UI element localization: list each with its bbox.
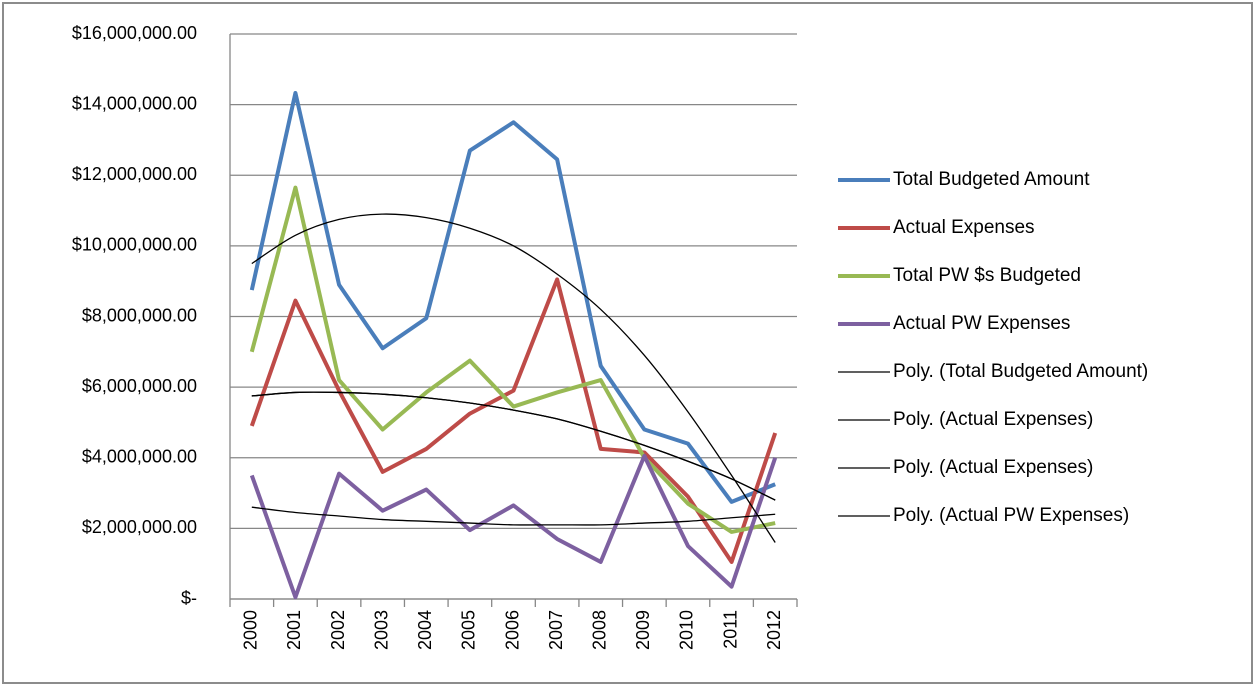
trendline [251, 506, 776, 526]
legend-label: Total PW $s Budgeted [893, 265, 1081, 286]
series-line [249, 277, 778, 564]
y-tick-label: $12,000,000.00 [72, 164, 197, 184]
y-tick-label: $16,000,000.00 [72, 23, 197, 43]
legend-label: Actual Expenses [893, 217, 1035, 238]
x-tick-label: 2002 [328, 610, 348, 650]
x-tick-label: 2004 [415, 610, 435, 650]
legend-label: Poly. (Total Budgeted Amount) [893, 361, 1148, 382]
x-tick-label: 2009 [633, 610, 653, 650]
legend-label: Poly. (Actual PW Expenses) [893, 505, 1129, 526]
trendline [251, 213, 776, 543]
x-tick-label: 2003 [371, 610, 391, 650]
x-tick-label: 2001 [284, 610, 304, 650]
x-tick-label: 2005 [459, 610, 479, 650]
trendline [251, 391, 776, 501]
legend-label: Total Budgeted Amount [893, 169, 1090, 190]
x-tick-label: 2011 [720, 610, 740, 649]
y-tick-label: $4,000,000.00 [82, 447, 197, 467]
series-line [249, 90, 776, 504]
y-tick-label: $- [181, 588, 197, 608]
x-tick-label: 2000 [241, 610, 261, 650]
x-tick-label: 2006 [502, 610, 522, 650]
y-tick-label: $10,000,000.00 [72, 235, 197, 255]
series-line [249, 185, 776, 534]
y-tick-label: $14,000,000.00 [72, 93, 197, 113]
y-tick-label: $6,000,000.00 [82, 376, 197, 396]
x-tick-label: 2012 [764, 610, 784, 650]
legend-label: Poly. (Actual Expenses) [893, 409, 1093, 430]
y-tick-label: $2,000,000.00 [82, 517, 197, 537]
legend-label: Poly. (Actual Expenses) [893, 457, 1093, 478]
legend-label: Actual PW Expenses [893, 313, 1070, 334]
series-line [249, 453, 778, 600]
x-tick-label: 2007 [546, 610, 566, 650]
x-tick-label: 2010 [677, 610, 697, 650]
y-tick-label: $8,000,000.00 [82, 305, 197, 325]
x-tick-label: 2008 [589, 610, 609, 650]
